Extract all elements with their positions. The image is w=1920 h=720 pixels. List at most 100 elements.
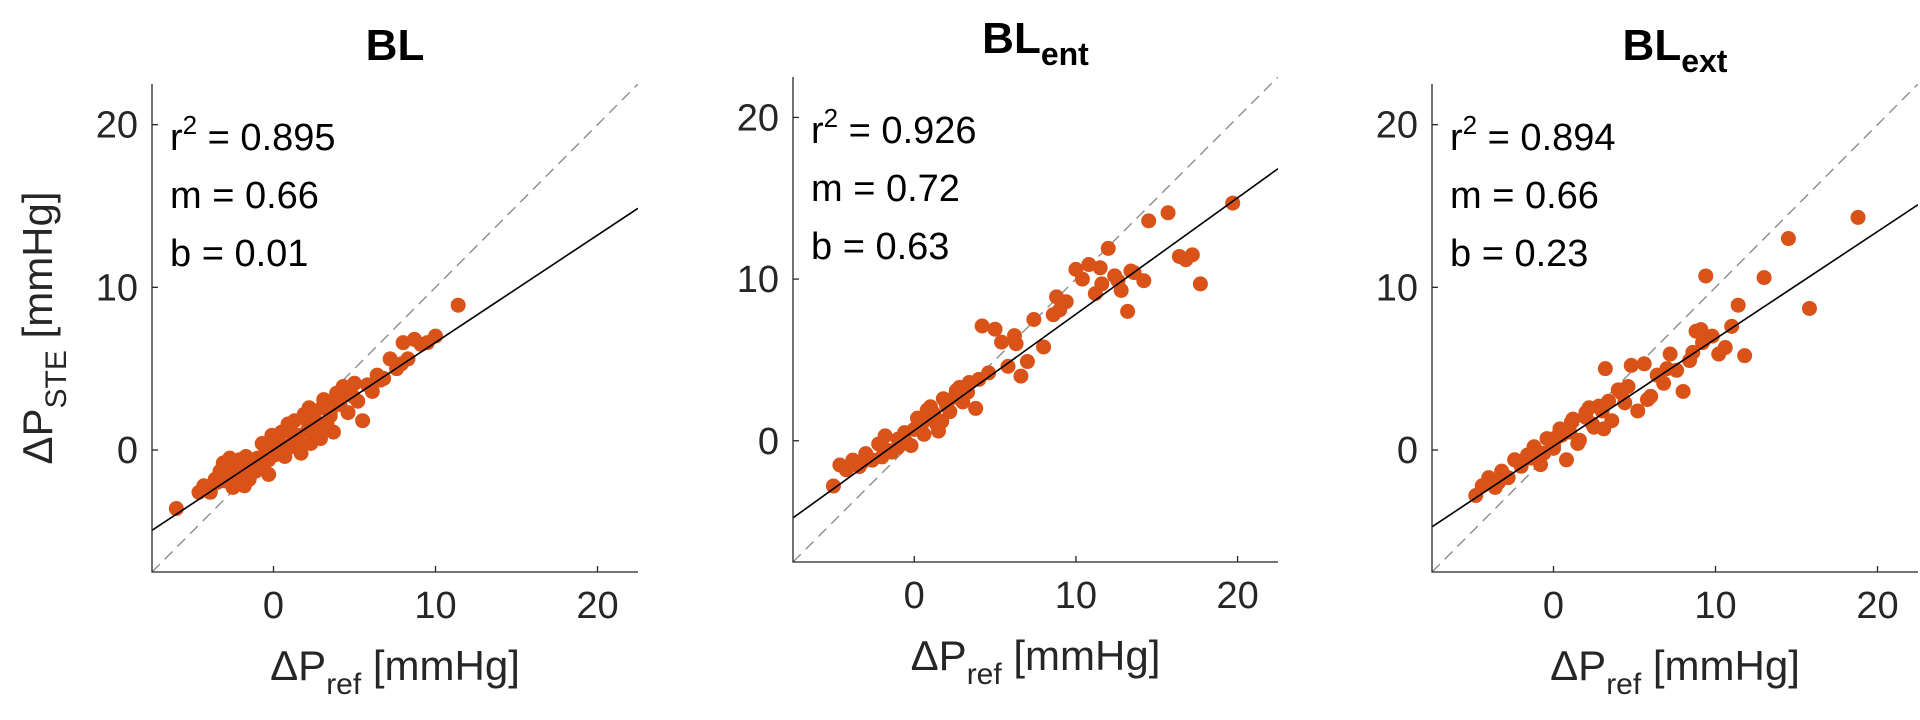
slope-label: m = 0.66: [170, 175, 319, 217]
x-tick-label: 20: [576, 585, 618, 627]
x-tick-label: 20: [1216, 575, 1258, 617]
data-point: [1623, 357, 1639, 373]
y-tick-label: 0: [1397, 430, 1418, 472]
data-point: [1013, 368, 1029, 384]
data-point: [971, 371, 987, 387]
data-point: [1698, 268, 1714, 284]
data-point: [1008, 336, 1024, 352]
x-axis-label: ΔPref [mmHg]: [911, 632, 1161, 691]
x-tick-label: 10: [1694, 585, 1736, 627]
axes: [1431, 84, 1918, 573]
data-point: [1597, 361, 1613, 377]
data-point: [1601, 393, 1617, 409]
data-point: [311, 424, 327, 440]
axes: [792, 77, 1278, 563]
data-point: [1558, 452, 1574, 468]
data-point: [295, 437, 311, 453]
x-tick-label: 10: [1055, 575, 1097, 617]
data-point: [1570, 435, 1586, 451]
fit-line: [793, 168, 1278, 519]
x-tick-label: 0: [263, 585, 284, 627]
y-tick-label: 0: [117, 430, 138, 472]
plot-area: [152, 84, 638, 572]
data-point: [1523, 450, 1539, 466]
data-point: [322, 408, 338, 424]
data-point: [395, 335, 411, 351]
identity-line: [1432, 84, 1918, 572]
data-point: [1563, 414, 1579, 430]
data-point: [1639, 392, 1655, 408]
data-point: [1184, 247, 1200, 263]
data-point: [1693, 322, 1709, 338]
data-point: [1850, 209, 1866, 225]
data-point: [1717, 340, 1733, 356]
data-point: [994, 334, 1010, 350]
slope-label: m = 0.72: [811, 168, 960, 210]
data-point: [1094, 276, 1110, 292]
panel-1: 0 10 20 0 10 20 BL ΔPref [mmHg] ΔPSTE [mmHg] r2 =…: [14, 21, 638, 701]
intercept-label: b = 0.01: [170, 233, 308, 275]
x-tick-label: 20: [1856, 585, 1898, 627]
y-tick-label: 10: [737, 259, 779, 301]
data-point: [325, 424, 341, 440]
data-point: [1662, 346, 1678, 362]
data-point: [269, 437, 285, 453]
x-axis-label: ΔPref [mmHg]: [1550, 642, 1800, 701]
r-squared-label: r2 = 0.926: [811, 103, 977, 152]
data-point: [301, 400, 317, 416]
y-axis-label: ΔPSTE [mmHg]: [14, 191, 73, 464]
r-squared-label: r2 = 0.894: [1450, 110, 1616, 159]
chart-title: BL: [366, 21, 425, 70]
data-point: [919, 402, 935, 418]
data-point: [1074, 271, 1090, 287]
data-point: [241, 453, 257, 469]
y-tick-label: 20: [737, 97, 779, 139]
data-point: [1120, 303, 1136, 319]
data-point: [1756, 270, 1772, 286]
data-point: [428, 328, 443, 344]
data-point: [1659, 361, 1675, 377]
data-point: [1100, 240, 1116, 256]
intercept-label: b = 0.23: [1450, 233, 1588, 275]
y-tick-label: 10: [96, 267, 138, 309]
data-point: [325, 395, 341, 411]
data-point: [347, 375, 362, 391]
data-point: [261, 466, 277, 482]
data-point: [1737, 348, 1753, 364]
data-point: [825, 478, 841, 494]
data-point: [1092, 260, 1108, 276]
data-point: [1192, 276, 1208, 292]
y-tick-label: 0: [758, 421, 779, 463]
data-point: [934, 413, 950, 429]
data-point: [340, 405, 356, 421]
data-point: [1000, 358, 1016, 374]
data-point: [987, 321, 1003, 337]
data-point: [1630, 403, 1646, 419]
data-point: [1160, 205, 1176, 221]
data-point: [355, 413, 371, 429]
r-squared-label: r2 = 0.895: [170, 110, 336, 159]
data-point: [1036, 339, 1052, 355]
data-point: [1614, 385, 1630, 401]
data-point: [209, 475, 225, 491]
x-tick-label: 0: [904, 575, 925, 617]
x-tick-label: 0: [1543, 585, 1564, 627]
slope-label: m = 0.66: [1450, 175, 1599, 217]
data-point: [1636, 356, 1652, 372]
fit-line: [1432, 204, 1918, 528]
data-point: [278, 422, 294, 438]
fit-line: [152, 207, 638, 532]
data-point: [1675, 383, 1691, 399]
x-tick-label: 10: [414, 585, 456, 627]
data-point: [1801, 300, 1817, 316]
data-point: [1549, 429, 1565, 445]
data-point: [1581, 400, 1597, 416]
data-point: [450, 297, 466, 313]
data-point: [1596, 421, 1612, 437]
data-point: [337, 387, 353, 403]
data-point: [968, 400, 984, 416]
data-point: [1656, 375, 1672, 391]
data-point: [1019, 354, 1035, 370]
plot-area: [793, 77, 1278, 562]
